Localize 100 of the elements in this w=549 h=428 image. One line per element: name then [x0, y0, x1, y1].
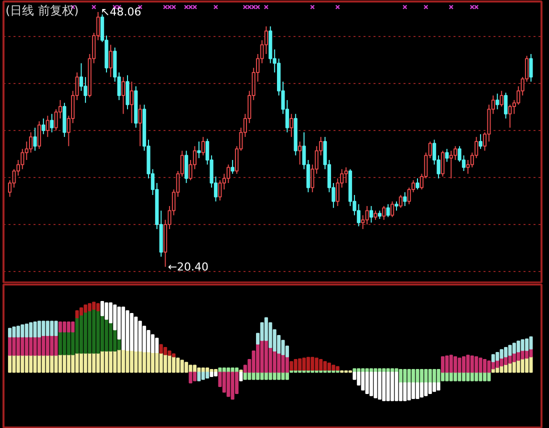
bar: [260, 372, 264, 380]
bar: [281, 372, 285, 380]
bar: [529, 336, 533, 350]
bar: [491, 354, 495, 362]
bar: [474, 372, 478, 382]
bar: [20, 324, 24, 338]
bar: [239, 372, 243, 382]
bar: [100, 315, 104, 352]
bar: [66, 354, 70, 373]
bar: [496, 360, 500, 368]
bar: [290, 361, 294, 371]
bar: [164, 347, 168, 356]
bar: [440, 356, 444, 373]
bar: [92, 308, 96, 354]
bar: [248, 372, 252, 380]
bar: [75, 317, 79, 354]
candlestick: [298, 141, 302, 166]
bar: [508, 362, 512, 373]
bar: [16, 326, 20, 338]
bar: [445, 372, 449, 382]
bar: [222, 372, 226, 393]
candlestick: [386, 204, 390, 218]
bar: [436, 372, 440, 384]
bar: [100, 350, 104, 373]
bar: [12, 336, 16, 356]
bar: [172, 353, 176, 358]
bar: [386, 372, 390, 402]
bar: [100, 300, 104, 316]
bar: [96, 310, 100, 354]
candlestick: [403, 192, 407, 207]
bar: [500, 349, 504, 359]
bar: [230, 372, 234, 400]
bar: [432, 372, 436, 384]
bar: [416, 382, 420, 399]
bar: [407, 372, 411, 384]
bar: [454, 356, 458, 373]
bar: [356, 368, 360, 373]
bar: [12, 354, 16, 373]
bar: [54, 354, 58, 373]
bar: [512, 352, 516, 362]
bar: [474, 356, 478, 373]
bar: [508, 344, 512, 356]
candlestick: [108, 44, 112, 78]
bar: [504, 347, 508, 358]
bar: [420, 382, 424, 398]
bar: [130, 350, 134, 373]
candlestick: [46, 115, 50, 138]
bar: [180, 360, 184, 373]
bar: [130, 313, 134, 351]
bar: [281, 354, 285, 373]
bar: [24, 324, 28, 338]
bar: [92, 302, 96, 310]
bar: [92, 352, 96, 373]
bar: [272, 372, 276, 380]
bar: [113, 350, 117, 373]
bar: [491, 368, 495, 373]
candlestick: [33, 127, 37, 152]
bar: [42, 354, 46, 373]
chart-title: (日线 前复权): [6, 4, 79, 18]
bar: [272, 350, 276, 373]
bar: [412, 372, 416, 384]
bar: [8, 336, 12, 356]
bar: [378, 372, 382, 400]
bar: [277, 352, 281, 373]
bar: [482, 372, 487, 382]
bar: [16, 336, 20, 356]
bar: [462, 372, 466, 382]
annotation: ↖48.06: [100, 6, 142, 19]
bar: [314, 358, 318, 371]
bar: [108, 322, 112, 352]
bar: [75, 310, 79, 318]
bar: [412, 382, 416, 399]
bar: [525, 338, 529, 351]
bar: [432, 382, 436, 392]
bar: [210, 372, 214, 378]
bar: [54, 334, 58, 356]
bar: [96, 352, 100, 373]
bar: [500, 365, 504, 373]
candlestick: [496, 93, 500, 110]
bar: [29, 354, 33, 373]
bar: [184, 362, 188, 373]
candlestick: [356, 204, 360, 227]
bar: [466, 372, 470, 382]
bar: [390, 368, 394, 373]
bar: [319, 359, 323, 371]
bar: [504, 356, 508, 365]
bar: [8, 354, 12, 373]
candlestick: [42, 118, 46, 135]
candlestick: [226, 164, 230, 184]
candlestick: [390, 200, 394, 218]
bar: [252, 372, 256, 380]
candlestick: [20, 148, 24, 170]
bar: [168, 350, 172, 356]
bar: [420, 372, 424, 384]
bar: [142, 351, 146, 373]
bar: [394, 372, 398, 402]
bar: [58, 354, 62, 373]
bar: [512, 361, 516, 373]
bar: [424, 382, 428, 396]
annotation: ←20.40: [168, 260, 209, 274]
